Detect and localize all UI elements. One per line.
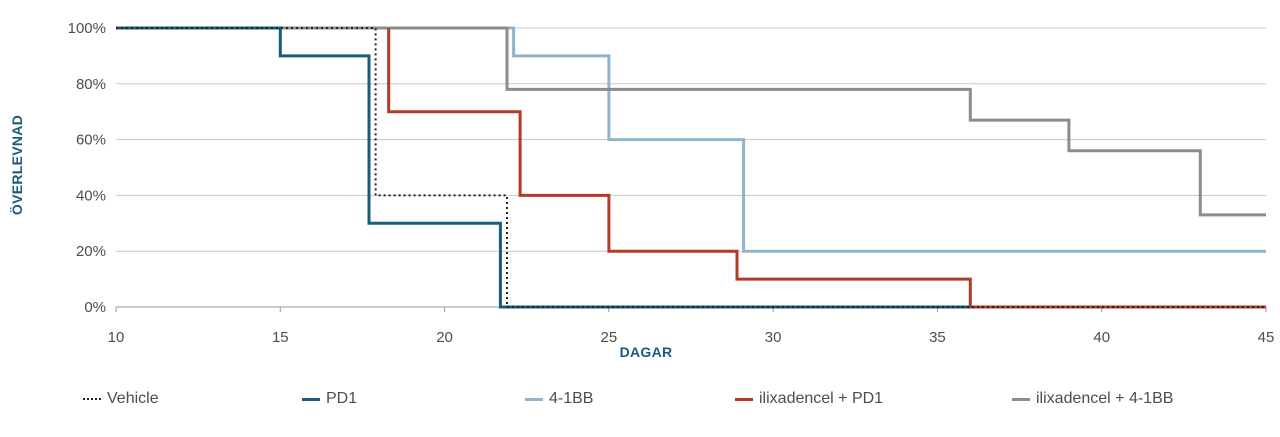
- x-tick-label: 15: [272, 329, 289, 346]
- y-tick-label: 40%: [76, 187, 106, 204]
- series-line-ilixadencel-pd1: [387, 28, 1266, 309]
- x-tick-labels: 10 15 20 25 30 35 40 45: [108, 307, 1275, 346]
- series-line-ilixadencel-4-1bb: [116, 26, 1266, 217]
- x-tick-label: 20: [436, 329, 453, 346]
- x-tick-label: 45: [1258, 329, 1275, 346]
- x-tick-label: 35: [929, 329, 946, 346]
- x-tick-label: 40: [1093, 329, 1110, 346]
- series-line-4-1bb: [116, 26, 1266, 253]
- y-axis-title: ÖVERLEVNAD: [9, 115, 25, 215]
- gridlines: [116, 27, 1266, 308]
- x-axis-title: DAGAR: [620, 344, 673, 360]
- y-tick-label: 100%: [68, 20, 106, 37]
- series-lines: [116, 26, 1266, 309]
- series-line-pd1: [116, 26, 971, 309]
- x-tick-label: 10: [108, 329, 125, 346]
- series-line-vehicle: [116, 27, 1266, 308]
- y-tick-label: 0%: [84, 299, 106, 316]
- y-tick-label: 20%: [76, 243, 106, 260]
- y-tick-label: 80%: [76, 76, 106, 93]
- x-tick-label: 30: [765, 329, 782, 346]
- y-tick-label: 60%: [76, 132, 106, 149]
- y-tick-labels: 0% 20% 40% 60% 80% 100%: [68, 20, 106, 316]
- x-tick-label: 25: [601, 329, 618, 346]
